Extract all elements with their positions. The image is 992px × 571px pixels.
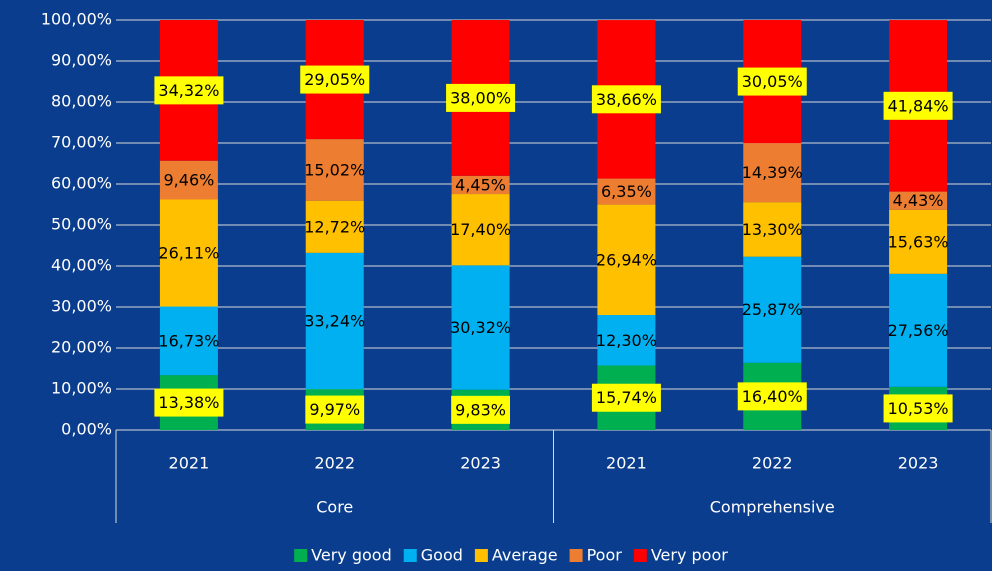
y-tick-label: 30,00% (51, 297, 112, 316)
bar-segment (305, 139, 364, 201)
x-tick-label: 2022 (752, 454, 793, 473)
data-label: 16,40% (742, 387, 803, 406)
data-label-box (737, 382, 807, 411)
data-label: 29,05% (304, 70, 365, 89)
data-label: 16,73% (158, 331, 219, 350)
data-label: 41,84% (888, 96, 949, 115)
bar-segment (889, 273, 948, 387)
data-label: 13,38% (158, 393, 219, 412)
legend-swatch (294, 549, 308, 562)
legend-label: Very poor (651, 546, 728, 565)
data-label: 15,74% (596, 388, 657, 407)
data-label-box (300, 65, 370, 94)
legend-swatch (474, 549, 488, 562)
data-label: 26,11% (158, 244, 219, 263)
bar-segment (451, 265, 510, 390)
legend-label: Good (421, 546, 463, 565)
y-tick-label: 80,00% (51, 92, 112, 111)
y-tick-label: 50,00% (51, 215, 112, 234)
data-label: 4,43% (893, 191, 944, 210)
data-label: 25,87% (742, 300, 803, 319)
data-label: 6,35% (601, 182, 652, 201)
legend-label: Poor (587, 546, 623, 565)
data-label-box (737, 67, 807, 96)
data-label-box (591, 383, 661, 412)
data-label: 27,56% (888, 321, 949, 340)
group-label: Core (316, 498, 353, 517)
legend-swatch (569, 549, 583, 562)
data-label: 38,00% (450, 88, 511, 107)
data-label-box (305, 395, 365, 424)
data-label: 10,53% (888, 399, 949, 418)
y-tick-label: 40,00% (51, 256, 112, 275)
data-label: 15,63% (888, 232, 949, 251)
data-label: 13,30% (742, 220, 803, 239)
bar-segment (597, 204, 656, 316)
data-label: 34,32% (158, 81, 219, 100)
data-label: 17,40% (450, 220, 511, 239)
bar-segment (597, 178, 656, 205)
bar-segment (743, 256, 802, 363)
bar-segment (451, 175, 510, 195)
y-tick-label: 0,00% (61, 420, 112, 439)
x-tick-label: 2022 (314, 454, 355, 473)
data-label: 9,97% (309, 400, 360, 419)
bar-segment (597, 315, 656, 366)
data-label: 9,46% (164, 171, 215, 190)
group-label: Comprehensive (710, 498, 835, 517)
data-label-box (451, 395, 510, 424)
legend-swatch (633, 549, 647, 562)
x-tick-label: 2021 (606, 454, 647, 473)
data-label: 38,66% (596, 90, 657, 109)
bar-segment (159, 199, 218, 307)
y-tick-label: 20,00% (51, 338, 112, 357)
data-label: 33,24% (304, 311, 365, 330)
legend-label: Very good (311, 546, 392, 565)
bar-segment (159, 306, 218, 376)
data-label: 30,05% (742, 72, 803, 91)
data-label: 9,83% (455, 400, 506, 419)
bar-segment (305, 252, 364, 390)
x-tick-label: 2021 (169, 454, 210, 473)
data-label: 15,02% (304, 160, 365, 179)
bar-segment (889, 191, 948, 210)
y-tick-label: 90,00% (51, 51, 112, 70)
y-tick-label: 60,00% (51, 174, 112, 193)
data-label: 26,94% (596, 250, 657, 269)
data-label-box (154, 388, 224, 417)
bar-segment (159, 160, 218, 200)
y-tick-label: 100,00% (41, 10, 112, 29)
legend-label: Average (492, 546, 558, 565)
bar-segment (305, 200, 364, 253)
data-label-box (883, 394, 953, 423)
data-label: 14,39% (742, 163, 803, 182)
data-label-box (883, 91, 953, 120)
x-tick-label: 2023 (460, 454, 501, 473)
bar-segment (743, 202, 802, 257)
legend-swatch (403, 549, 417, 562)
data-label-box (154, 76, 224, 105)
bar-segment (451, 194, 510, 266)
x-tick-label: 2023 (898, 454, 939, 473)
data-label: 4,45% (455, 175, 506, 194)
bar-segment (743, 143, 802, 203)
bar-segment (889, 209, 948, 274)
data-label: 12,30% (596, 331, 657, 350)
data-label: 30,32% (450, 318, 511, 337)
data-label-box (591, 85, 661, 114)
data-label: 12,72% (304, 217, 365, 236)
data-label-box (446, 83, 516, 112)
y-tick-label: 70,00% (51, 133, 112, 152)
y-tick-label: 10,00% (51, 379, 112, 398)
